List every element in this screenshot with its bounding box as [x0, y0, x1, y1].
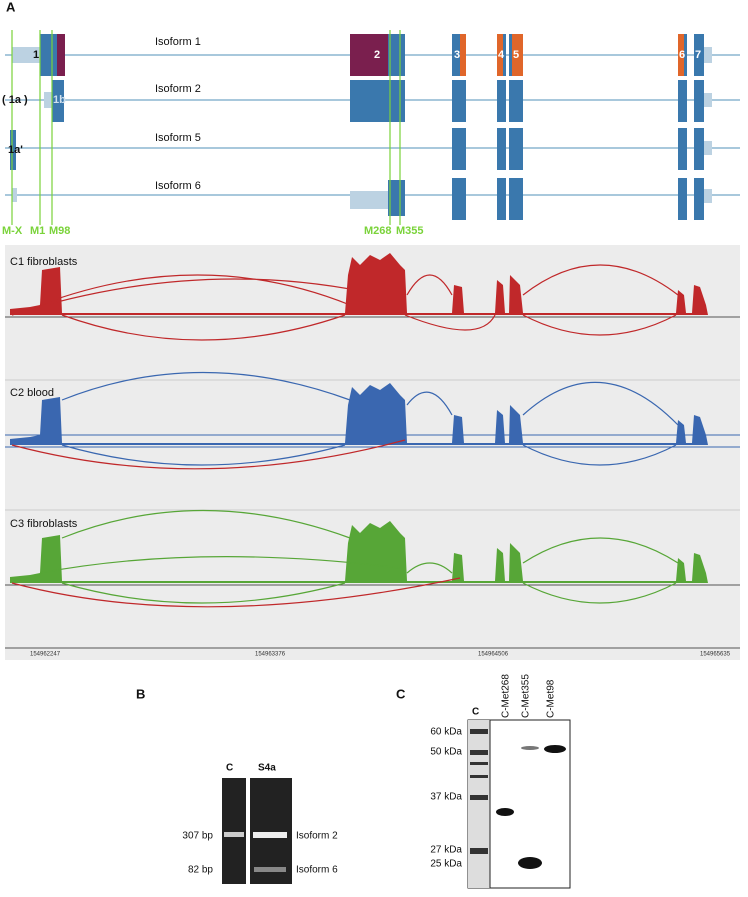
western-blot [467, 719, 571, 889]
exon-label: 7 [695, 49, 701, 61]
exon-label: 4 [498, 49, 505, 61]
start-site: M1 [30, 225, 45, 237]
exon-label: 3 [454, 49, 460, 61]
coordinate: 154963376 [255, 652, 286, 658]
band-label: Isoform 2 [296, 831, 338, 842]
lane-label: C [472, 707, 479, 718]
size-label: 307 bp [182, 831, 213, 842]
exon-label: 2 [374, 49, 380, 61]
isoform-label: Isoform 1 [155, 36, 201, 48]
panel-label: C [396, 686, 406, 701]
lane-label: S4a [258, 763, 276, 774]
isoform-label: Isoform 6 [155, 180, 201, 192]
exon-label: 6 [679, 49, 685, 61]
start-site: M-X [2, 225, 23, 237]
start-site: M98 [49, 225, 70, 237]
coordinate: 154964506 [478, 652, 509, 658]
marker-label: 60 kDa [430, 727, 462, 738]
start-site: M355 [396, 225, 424, 237]
isoform-label: Isoform 5 [155, 132, 201, 144]
start-site: M268 [364, 225, 392, 237]
track-label: C2 blood [10, 387, 54, 399]
track-label: C3 fibroblasts [10, 518, 78, 530]
marker-label: 25 kDa [430, 859, 462, 870]
gene-model [5, 30, 740, 225]
lane-label: C-Met268 [501, 674, 512, 718]
sashimi-panel [5, 245, 740, 660]
panel-label: B [136, 686, 145, 701]
marker-label: 27 kDa [430, 845, 462, 856]
exon-label: 1a' [8, 144, 23, 156]
lane-label: C-Met355 [521, 674, 532, 718]
exon-label: ( 1a ) [2, 94, 28, 106]
gel [222, 778, 292, 884]
marker-label: 37 kDa [430, 792, 462, 803]
track-label: C1 fibroblasts [10, 256, 78, 268]
panel-label: A [6, 0, 16, 14]
band-label: Isoform 6 [296, 865, 338, 876]
exon-label: 1 [33, 49, 39, 61]
lane-label: C [226, 763, 233, 774]
lane-label: C-Met98 [546, 679, 557, 718]
coordinate: 154965635 [700, 652, 731, 658]
isoform-label: Isoform 2 [155, 83, 201, 95]
size-label: 82 bp [188, 865, 213, 876]
exon-label: 5 [513, 49, 519, 61]
coordinate: 154962247 [30, 652, 61, 658]
marker-label: 50 kDa [430, 747, 462, 758]
exon-label: 1b [53, 94, 66, 106]
